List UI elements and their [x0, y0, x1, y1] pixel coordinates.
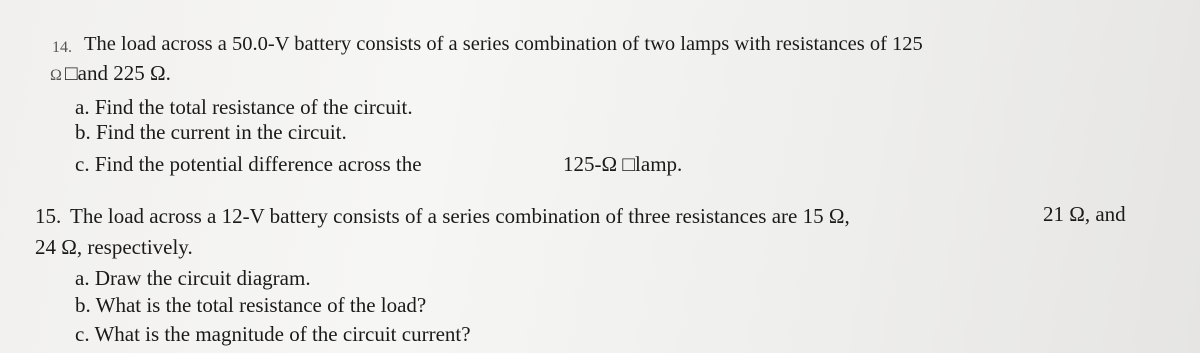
problem-number: 14. — [52, 39, 72, 56]
problem-number: 15. — [35, 204, 62, 228]
problem-statement: 21 Ω, and — [1043, 202, 1126, 226]
problem-statement: Ω — [50, 67, 62, 84]
problem-part: b. What is the total resistance of the l… — [75, 293, 427, 317]
problem-statement: The load across a 50.0-V battery consist… — [84, 33, 923, 55]
problem-part: c. Find the potential difference across … — [75, 152, 422, 176]
problem-statement: □and 225 Ω. — [65, 61, 171, 85]
problem-part: a. Find the total resistance of the circ… — [75, 95, 413, 119]
problem-part: c. What is the magnitude of the circuit … — [75, 322, 471, 346]
problem-part: a. Draw the circuit diagram. — [75, 266, 311, 290]
problem-part: 125-Ω □lamp. — [563, 152, 683, 176]
problem-statement: The load across a 12-V battery consists … — [70, 204, 850, 228]
problem-statement: 24 Ω, respectively. — [35, 235, 193, 259]
problem-part: b. Find the current in the circuit. — [75, 120, 347, 144]
